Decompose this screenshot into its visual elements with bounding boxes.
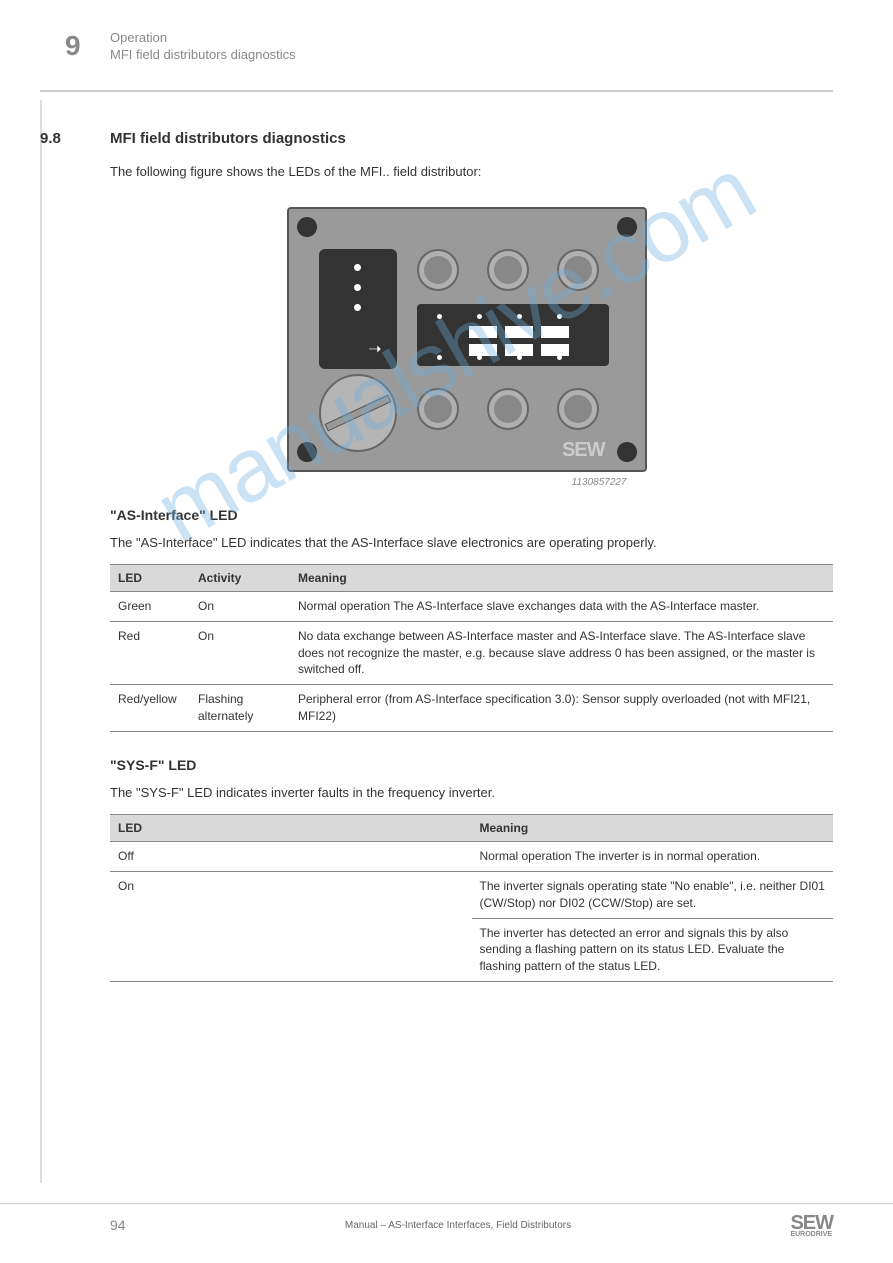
switch-panel <box>417 304 609 366</box>
screw-icon <box>297 217 317 237</box>
screw-icon <box>617 442 637 462</box>
table-cell: The inverter signals operating state "No… <box>472 872 834 919</box>
subsection-title: "AS-Interface" LED <box>110 507 833 523</box>
led-icon <box>354 264 361 271</box>
device-illustration: ➝ <box>287 207 647 472</box>
table-row: Green On Normal operation The AS-Interfa… <box>110 592 833 622</box>
logo-subtext: EURODRIVE <box>790 1231 833 1238</box>
table-row: Red On No data exchange between AS-Inter… <box>110 621 833 684</box>
dip-switch-icon <box>469 344 497 356</box>
section-intro: The following figure shows the LEDs of t… <box>110 162 833 182</box>
table-cell: On <box>110 872 472 982</box>
led-icon <box>517 355 522 360</box>
table-cell: Red/yellow <box>110 685 190 732</box>
section-number: 9.8 <box>40 130 110 147</box>
led-icon <box>354 284 361 291</box>
table-cell: Peripheral error (from AS-Interface spec… <box>290 685 833 732</box>
table-row: On The inverter signals operating state … <box>110 872 833 919</box>
table-header: LED <box>110 815 472 842</box>
led-icon <box>477 355 482 360</box>
dip-switch-icon <box>541 326 569 338</box>
table-cell: On <box>190 592 290 622</box>
led-icon <box>477 314 482 319</box>
sew-logo: SEW EURODRIVE <box>790 1212 833 1238</box>
table-header: Meaning <box>290 565 833 592</box>
dip-switch-icon <box>469 326 497 338</box>
table-cell: Green <box>110 592 190 622</box>
led-panel: ➝ <box>319 249 397 369</box>
connector-icon <box>557 388 599 430</box>
screw-icon <box>617 217 637 237</box>
page-body: 9.8 MFI field distributors diagnostics T… <box>0 0 893 1263</box>
as-interface-led-table: LED Activity Meaning Green On Normal ope… <box>110 564 833 732</box>
subsection-title: "SYS-F" LED <box>110 757 833 773</box>
section-title: MFI field distributors diagnostics <box>110 130 346 147</box>
sys-f-led-table: LED Meaning Off Normal operation The inv… <box>110 814 833 982</box>
table-header: Activity <box>190 565 290 592</box>
table-cell: The inverter has detected an error and s… <box>472 918 834 981</box>
page-footer: 94 Manual – AS-Interface Interfaces, Fie… <box>0 1203 893 1238</box>
led-icon <box>557 314 562 319</box>
table-cell: On <box>190 621 290 684</box>
table-cell: Flashing alternately <box>190 685 290 732</box>
led-icon <box>557 355 562 360</box>
table-header: LED <box>110 565 190 592</box>
table-row: Red/yellow Flashing alternately Peripher… <box>110 685 833 732</box>
table-header: Meaning <box>472 815 834 842</box>
led-icon <box>437 355 442 360</box>
screw-icon <box>297 442 317 462</box>
table-cell: Normal operation The inverter is in norm… <box>472 842 834 872</box>
figure-number: 1130857227 <box>287 477 657 488</box>
subsection-intro: The "AS-Interface" LED indicates that th… <box>110 533 833 553</box>
subsection-intro: The "SYS-F" LED indicates inverter fault… <box>110 783 833 803</box>
arrow-icon: ➝ <box>368 339 381 359</box>
table-cell: Off <box>110 842 472 872</box>
dip-switch-icon <box>541 344 569 356</box>
table-cell: Red <box>110 621 190 684</box>
device-figure: ➝ <box>287 207 657 482</box>
section-heading: 9.8 MFI field distributors diagnostics <box>110 130 833 147</box>
cable-gland-icon <box>319 374 397 452</box>
table-cell: No data exchange between AS-Interface ma… <box>290 621 833 684</box>
connector-icon <box>417 249 459 291</box>
connector-icon <box>487 249 529 291</box>
table-cell: Normal operation The AS-Interface slave … <box>290 592 833 622</box>
led-icon <box>354 304 361 311</box>
dip-switch-icon <box>505 344 533 356</box>
connector-icon <box>417 388 459 430</box>
dip-switch-icon <box>505 326 533 338</box>
connector-icon <box>557 249 599 291</box>
table-row: Off Normal operation The inverter is in … <box>110 842 833 872</box>
footer-text: Manual – AS-Interface Interfaces, Field … <box>126 1220 791 1231</box>
device-brand-label: SEW <box>562 439 605 462</box>
led-icon <box>437 314 442 319</box>
page-number: 94 <box>110 1217 126 1233</box>
led-icon <box>517 314 522 319</box>
slot-icon <box>324 394 391 431</box>
connector-icon <box>487 388 529 430</box>
